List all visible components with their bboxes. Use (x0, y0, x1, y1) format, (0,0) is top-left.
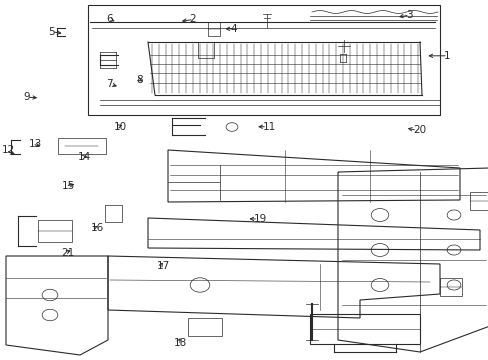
Text: 15: 15 (61, 181, 75, 191)
Text: 1: 1 (443, 51, 450, 61)
Text: 16: 16 (91, 222, 104, 233)
Text: 18: 18 (174, 338, 187, 348)
Text: 21: 21 (61, 248, 75, 258)
Text: 19: 19 (254, 214, 267, 224)
Text: 4: 4 (230, 24, 237, 34)
Text: 11: 11 (263, 122, 276, 132)
Text: 13: 13 (28, 139, 41, 149)
Text: 8: 8 (136, 75, 142, 85)
Text: 12: 12 (2, 145, 15, 156)
Text: 17: 17 (156, 261, 169, 271)
Text: 10: 10 (113, 122, 126, 132)
Text: 6: 6 (106, 14, 113, 24)
Text: 20: 20 (412, 125, 426, 135)
Text: 3: 3 (405, 10, 412, 20)
Text: 5: 5 (48, 27, 55, 37)
Text: 14: 14 (78, 152, 91, 162)
Text: 2: 2 (189, 14, 196, 24)
Text: 7: 7 (106, 79, 113, 89)
Text: 9: 9 (23, 92, 30, 102)
